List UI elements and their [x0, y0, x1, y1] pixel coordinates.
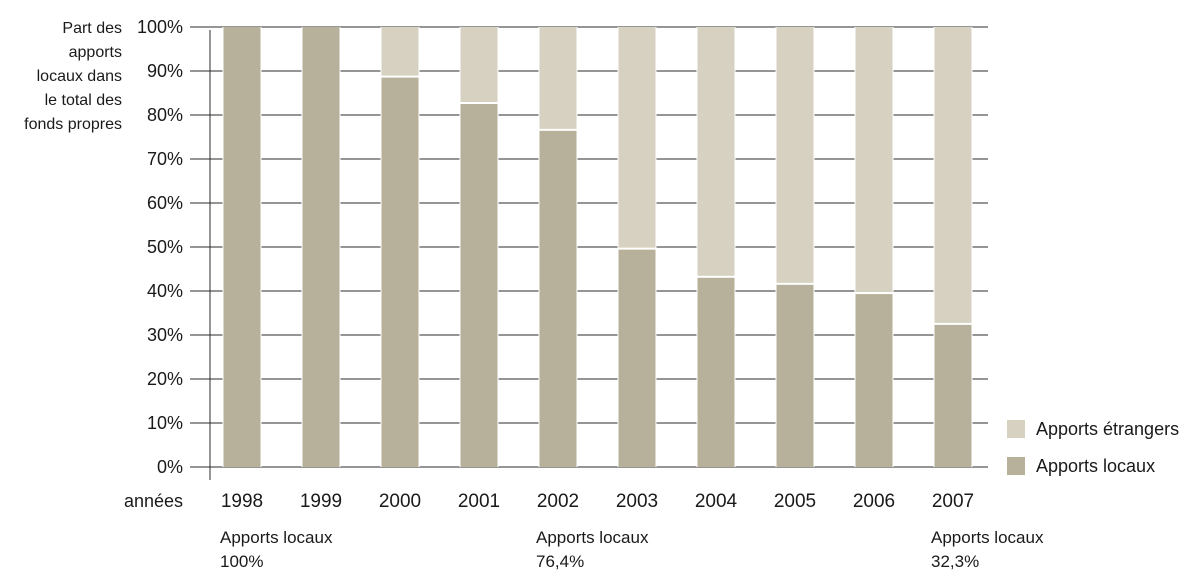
- x-tick-labels: années 1998 1999 2000 2001 2002 2003 2004 2005 20…: [124, 491, 974, 512]
- bars: [222, 27, 973, 467]
- bar-segment-foreign-2007: [934, 27, 972, 323]
- y-tick-label: 80%: [147, 105, 183, 125]
- bar-segment-local-2003: [618, 249, 656, 467]
- bar-segment-foreign-2003: [618, 27, 656, 248]
- annotation-value: 100%: [220, 552, 263, 571]
- x-tick-label: 2006: [853, 491, 895, 512]
- x-tick-label: 2005: [774, 491, 816, 512]
- legend-swatch: [1007, 457, 1025, 475]
- legend-label: Apports locaux: [1036, 456, 1155, 476]
- x-tick-label: 1999: [300, 491, 342, 512]
- y-tick-label: 60%: [147, 193, 183, 213]
- bar-segment-local-2002: [539, 130, 577, 467]
- y-axis-label-line: fonds propres: [24, 116, 122, 133]
- annotation-value: 32,3%: [931, 552, 979, 571]
- y-tick-label: 30%: [147, 325, 183, 345]
- bar-segment-foreign-2000: [381, 27, 419, 76]
- x-tick-label: 2007: [932, 491, 974, 512]
- bar-segment-local-2000: [381, 77, 419, 467]
- x-tick-label: 2004: [695, 491, 738, 512]
- legend-swatch: [1007, 420, 1025, 438]
- bar-segment-foreign-2001: [460, 27, 498, 102]
- annotations: Apports locaux 100% Apports locaux 76,4% App…: [220, 528, 1044, 571]
- annotation-label: Apports locaux: [931, 528, 1044, 547]
- y-axis-label-line: le total des: [45, 92, 122, 109]
- y-tick-label: 20%: [147, 369, 183, 389]
- bar-segment-local-1998: [223, 27, 261, 467]
- y-tick-label: 90%: [147, 61, 183, 81]
- bar-segment-foreign-2004: [697, 27, 735, 276]
- bar-segment-local-2005: [776, 284, 814, 467]
- x-tick-label: 2000: [379, 491, 421, 512]
- x-tick-label: 2002: [537, 491, 579, 512]
- x-tick-label: 1998: [221, 491, 263, 512]
- y-tick-label: 0%: [157, 457, 183, 477]
- x-tick-label: 2001: [458, 491, 500, 512]
- y-axis-label-line: apports: [69, 44, 122, 61]
- y-tick-label: 40%: [147, 281, 183, 301]
- y-tick-label: 50%: [147, 237, 183, 257]
- annotation-label: Apports locaux: [536, 528, 649, 547]
- y-tick-labels: 0% 10% 20% 30% 40% 50% 60% 70% 80% 90% 100%: [137, 17, 183, 477]
- bar-segment-foreign-2002: [539, 27, 577, 129]
- legend-label: Apports étrangers: [1036, 419, 1179, 439]
- bar-segment-local-2001: [460, 104, 498, 467]
- y-tick-label: 70%: [147, 149, 183, 169]
- y-axis-label-line: locaux dans: [37, 68, 122, 85]
- y-axis-label-line: Part des: [62, 20, 122, 37]
- bar-segment-local-2007: [934, 324, 972, 467]
- annotation-label: Apports locaux: [220, 528, 333, 547]
- x-tick-label: 2003: [616, 491, 658, 512]
- bar-segment-local-1999: [302, 27, 340, 467]
- legend: Apports étrangers Apports locaux: [1007, 419, 1179, 476]
- bar-segment-foreign-2006: [855, 27, 893, 293]
- y-tick-label: 100%: [137, 17, 183, 37]
- bar-segment-local-2004: [697, 277, 735, 467]
- y-axis-label: Part des apports locaux dans le total des fo…: [24, 20, 122, 133]
- annotation-value: 76,4%: [536, 552, 584, 571]
- bar-segment-local-2006: [855, 294, 893, 467]
- bar-segment-foreign-2005: [776, 27, 814, 283]
- x-axis-label: années: [124, 491, 183, 511]
- y-tick-label: 10%: [147, 413, 183, 433]
